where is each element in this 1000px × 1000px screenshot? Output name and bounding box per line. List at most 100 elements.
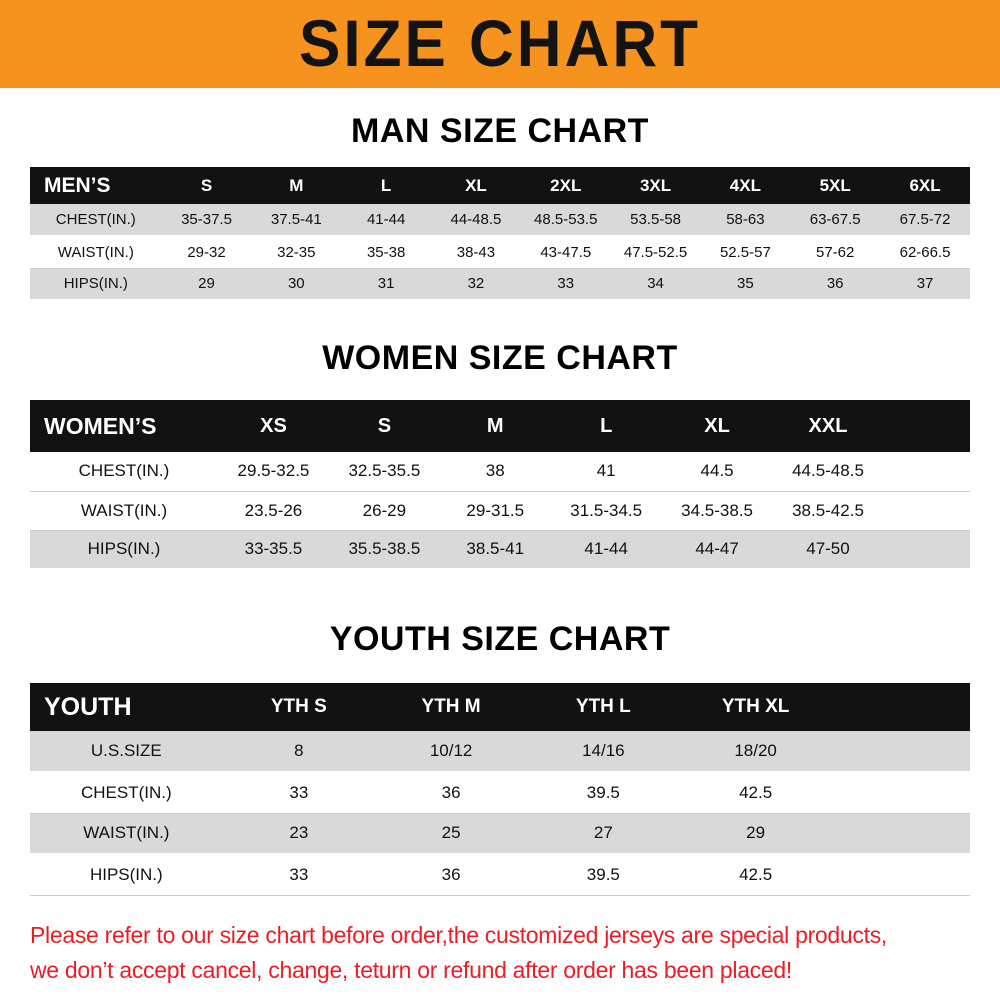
row-label: CHEST(IN.) xyxy=(55,211,136,228)
size-value-cell: 33-35.5 xyxy=(244,539,303,559)
size-value-cell: 47-50 xyxy=(806,539,850,559)
size-value-cell: 39.5 xyxy=(586,782,620,802)
size-header-cell: 3XL xyxy=(610,167,701,204)
size-value-cell: 29-32 xyxy=(187,243,226,261)
size-value-cell: 29 xyxy=(198,275,215,293)
youth-size-section: YOUTH SIZE CHART YOUTH YTH S YTH M YTH L YTH… xyxy=(0,620,1000,896)
size-value-cell: 44.5 xyxy=(700,461,734,481)
women-section-heading: WOMEN SIZE CHART xyxy=(322,339,678,377)
youth-size-table: YOUTH YTH S YTH M YTH L YTH XL U.S.SIZE 8 10/12… xyxy=(30,683,970,896)
size-value-cell: 41 xyxy=(596,461,616,481)
size-value-cell: 37 xyxy=(916,275,934,293)
row-label: CHEST(IN.) xyxy=(78,461,170,481)
size-value-cell: 32-35 xyxy=(277,243,316,261)
size-value-cell: 57-62 xyxy=(816,243,855,261)
filler-cell xyxy=(883,400,970,452)
measurement-row: HIPS(IN.) 29 30 31 32 33 34 35 36 37 xyxy=(30,268,970,300)
measurement-row: HIPS(IN.) 33 36 39.5 42.5 xyxy=(30,854,970,895)
size-header-cell: 4XL xyxy=(700,167,791,204)
size-value-cell: 41-44 xyxy=(366,211,406,228)
size-value-cell: 32.5-35.5 xyxy=(348,461,421,481)
size-value-cell: 36 xyxy=(826,275,844,293)
page-title: SIZE CHART xyxy=(299,7,701,81)
table-header-row: YOUTH YTH S YTH M YTH L YTH XL xyxy=(30,683,970,731)
size-value-cell: 38.5-41 xyxy=(466,539,525,559)
size-value-cell: 36 xyxy=(441,782,461,802)
size-value-cell: 38-43 xyxy=(456,243,496,261)
row-label: HIPS(IN.) xyxy=(89,864,163,884)
size-value-cell: 43-47.5 xyxy=(540,243,592,261)
size-header-cell: YTH L xyxy=(527,683,680,731)
size-value-cell: 23 xyxy=(289,823,309,843)
size-value-cell: 14/16 xyxy=(582,741,625,760)
row-label: U.S.SIZE xyxy=(90,741,162,760)
footer-line-2: we don’t accept cancel, change, teturn o… xyxy=(30,956,792,983)
size-value-cell: 48.5-53.5 xyxy=(534,211,598,228)
size-header-cell: 5XL xyxy=(790,167,881,204)
size-value-cell: 44-48.5 xyxy=(450,211,502,228)
size-value-cell: 62-66.5 xyxy=(899,243,951,261)
size-value-cell: 35-38 xyxy=(366,243,406,261)
size-header-cell: L xyxy=(550,400,662,452)
men-section-heading: MAN SIZE CHART xyxy=(351,112,649,150)
size-header-cell: M xyxy=(251,167,342,204)
row-label: CHEST(IN.) xyxy=(81,782,172,802)
table-title-cell: YOUTH xyxy=(30,683,223,731)
size-value-cell: 52.5-57 xyxy=(719,243,771,261)
size-value-cell: 29-31.5 xyxy=(466,500,525,520)
measurement-row: CHEST(IN.) 35-37.5 37.5-41 41-44 44-48.5 48.5… xyxy=(30,204,970,236)
filler-cell xyxy=(832,772,970,813)
filler-cell xyxy=(831,683,970,731)
size-value-cell: 34.5-38.5 xyxy=(681,500,753,520)
measurement-row: CHEST(IN.) 29.5-32.5 32.5-35.5 38 41 44.5 44.5… xyxy=(30,452,970,491)
table-title-cell: WOMEN’S xyxy=(30,400,218,452)
size-header-cell: YTH M xyxy=(374,683,528,731)
size-header-cell: S xyxy=(161,167,252,204)
filler-cell xyxy=(832,854,970,895)
size-value-cell: 29.5-32.5 xyxy=(237,461,310,481)
size-value-cell: 23.5-26 xyxy=(244,500,303,520)
youth-section-heading: YOUTH SIZE CHART xyxy=(329,620,671,658)
size-value-cell: 42.5 xyxy=(739,782,773,802)
women-size-section: WOMEN SIZE CHART WOMEN’S XS S M L XL XXL CHEST(… xyxy=(0,339,1000,570)
row-label: WAIST(IN.) xyxy=(83,823,170,843)
table-header-row: MEN’S S M L XL 2XL 3XL 4XL 5XL 6XL xyxy=(30,167,970,204)
size-value-cell: 26-29 xyxy=(362,500,407,520)
size-value-cell: 35 xyxy=(737,275,754,293)
size-value-cell: 38.5-42.5 xyxy=(792,500,864,520)
measurement-row: HIPS(IN.) 33-35.5 35.5-38.5 38.5-41 41-44 44-… xyxy=(30,530,970,569)
size-header-cell: L xyxy=(341,167,432,204)
size-header-cell: YTH XL xyxy=(679,683,832,731)
size-value-cell: 34 xyxy=(647,275,664,293)
footer-line-1: Please refer to our size chart before or… xyxy=(30,921,887,948)
size-value-cell: 33 xyxy=(557,275,575,293)
measurement-row: WAIST(IN.) 23 25 27 29 xyxy=(30,813,970,854)
footer-note: Please refer to our size chart before or… xyxy=(30,920,990,986)
size-header-cell: XS xyxy=(218,400,329,452)
size-header-cell: S xyxy=(328,400,440,452)
size-header-cell: XL xyxy=(431,167,521,204)
size-value-cell: 29 xyxy=(746,823,766,843)
size-header-cell: YTH S xyxy=(222,683,375,731)
size-value-cell: 25 xyxy=(441,823,461,843)
size-value-cell: 42.5 xyxy=(739,864,773,884)
size-value-cell: 27 xyxy=(593,823,613,843)
size-value-cell: 44.5-48.5 xyxy=(792,461,864,481)
banner: SIZE CHART xyxy=(0,0,1000,88)
men-size-section: MAN SIZE CHART MEN’S S M L XL 2XL 3XL 4XL 5XL 6XL… xyxy=(0,112,1000,301)
size-value-cell: 36 xyxy=(441,864,461,884)
size-value-cell: 58-63 xyxy=(726,211,765,228)
size-value-cell: 35-37.5 xyxy=(181,211,232,228)
row-label: HIPS(IN.) xyxy=(87,539,161,559)
size-value-cell: 30 xyxy=(287,275,305,293)
size-value-cell: 63-67.5 xyxy=(809,211,861,228)
size-value-cell: 53.5-58 xyxy=(630,211,681,228)
size-header-cell: 6XL xyxy=(880,167,970,204)
size-value-cell: 67.5-72 xyxy=(899,211,951,228)
women-size-table: WOMEN’S XS S M L XL XXL CHEST(IN.) 29.5-32.5 32.5… xyxy=(30,400,970,570)
size-value-cell: 10/12 xyxy=(429,741,473,760)
size-value-cell: 38 xyxy=(485,461,505,481)
size-value-cell: 33 xyxy=(289,864,309,884)
men-size-table: MEN’S S M L XL 2XL 3XL 4XL 5XL 6XL CHEST(IN.) 35-37… xyxy=(30,167,970,301)
